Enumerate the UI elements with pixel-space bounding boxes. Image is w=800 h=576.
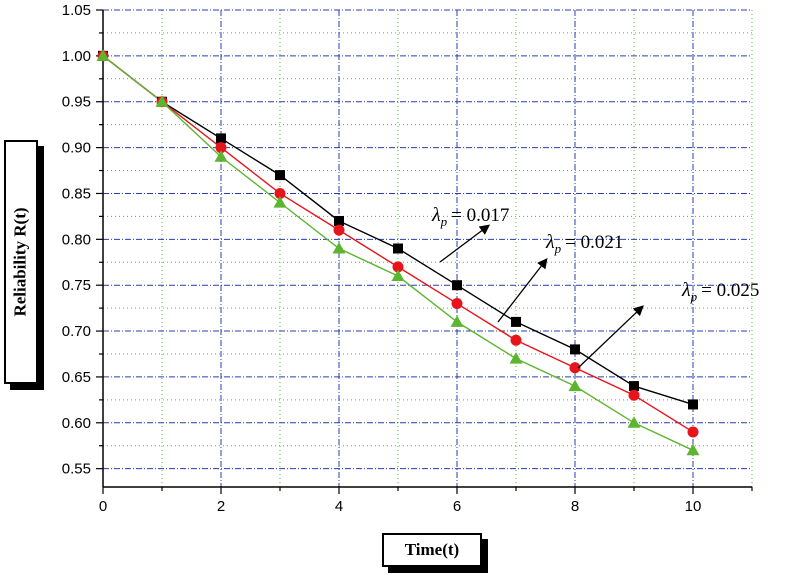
y-axis-label: Reliability R(t): [11, 207, 31, 317]
annotation-arrow: [439, 224, 491, 263]
annotation-label: λp = 0.025: [681, 279, 759, 304]
series-layer: [96, 49, 700, 456]
annotation-label: λp = 0.017: [431, 204, 509, 229]
annotation-arrow: [497, 257, 548, 323]
data-point-triangle: [509, 352, 523, 364]
data-point-square: [275, 170, 285, 181]
x-tick-label: 10: [685, 498, 702, 515]
y-tick-label: 0.75: [62, 277, 91, 294]
data-point-triangle: [332, 242, 346, 254]
annotation-arrow: [577, 305, 644, 369]
data-point-triangle: [214, 150, 228, 162]
annotations: λp = 0.017 λp = 0.021 λp = 0.025: [431, 204, 759, 369]
data-point-circle: [687, 426, 699, 438]
y-tick-label: 0.90: [62, 140, 91, 157]
y-tick-label: 0.95: [62, 94, 91, 111]
x-tick-label: 8: [571, 498, 579, 515]
data-point-square: [511, 316, 521, 327]
data-point-triangle: [627, 416, 641, 428]
x-tick-label: 4: [335, 498, 343, 515]
grid: [103, 9, 753, 487]
y-tick-label: 1.00: [62, 48, 91, 65]
data-point-triangle: [391, 269, 405, 282]
y-tick-label: 0.55: [62, 461, 91, 478]
data-point-triangle: [450, 315, 464, 327]
x-axis-label: Time(t): [404, 540, 460, 559]
data-point-square: [334, 215, 344, 226]
data-point-square: [393, 243, 403, 254]
data-point-square: [570, 344, 580, 355]
y-tick-label: 1.05: [62, 2, 91, 19]
annotation-label: λp = 0.021: [545, 231, 623, 256]
x-tick-label: 0: [99, 498, 107, 515]
data-point-triangle: [568, 379, 582, 392]
y-tick-label: 0.70: [62, 323, 91, 340]
data-point-triangle: [686, 443, 700, 456]
data-point-triangle: [96, 49, 110, 61]
data-point-triangle: [155, 95, 169, 107]
x-tick-label: 2: [217, 498, 225, 515]
data-point-circle: [392, 261, 404, 273]
y-axis-label-box: Reliability R(t): [4, 140, 38, 384]
data-point-square: [688, 399, 698, 410]
data-point-circle: [215, 142, 227, 154]
y-tick-label: 0.60: [62, 415, 91, 432]
data-point-circle: [569, 362, 581, 374]
axes: 0 2 4 6 8 10 0.55 0.60 0.65 0.70 0.75 0.80 0.85 0.90 0…: [62, 2, 753, 515]
data-point-circle: [510, 334, 522, 346]
y-tick-label: 0.80: [62, 231, 91, 248]
x-axis-label-box: Time(t): [382, 533, 482, 567]
data-point-square: [216, 133, 226, 144]
y-tick-label: 0.85: [62, 185, 91, 202]
data-point-circle: [274, 187, 286, 199]
data-point-circle: [333, 224, 345, 236]
data-point-square: [452, 280, 462, 291]
data-point-circle: [628, 389, 640, 401]
data-point-circle: [451, 298, 463, 310]
data-point-triangle: [273, 196, 287, 208]
y-tick-label: 0.65: [62, 369, 91, 386]
x-tick-label: 6: [453, 498, 461, 515]
data-point-square: [629, 381, 639, 392]
